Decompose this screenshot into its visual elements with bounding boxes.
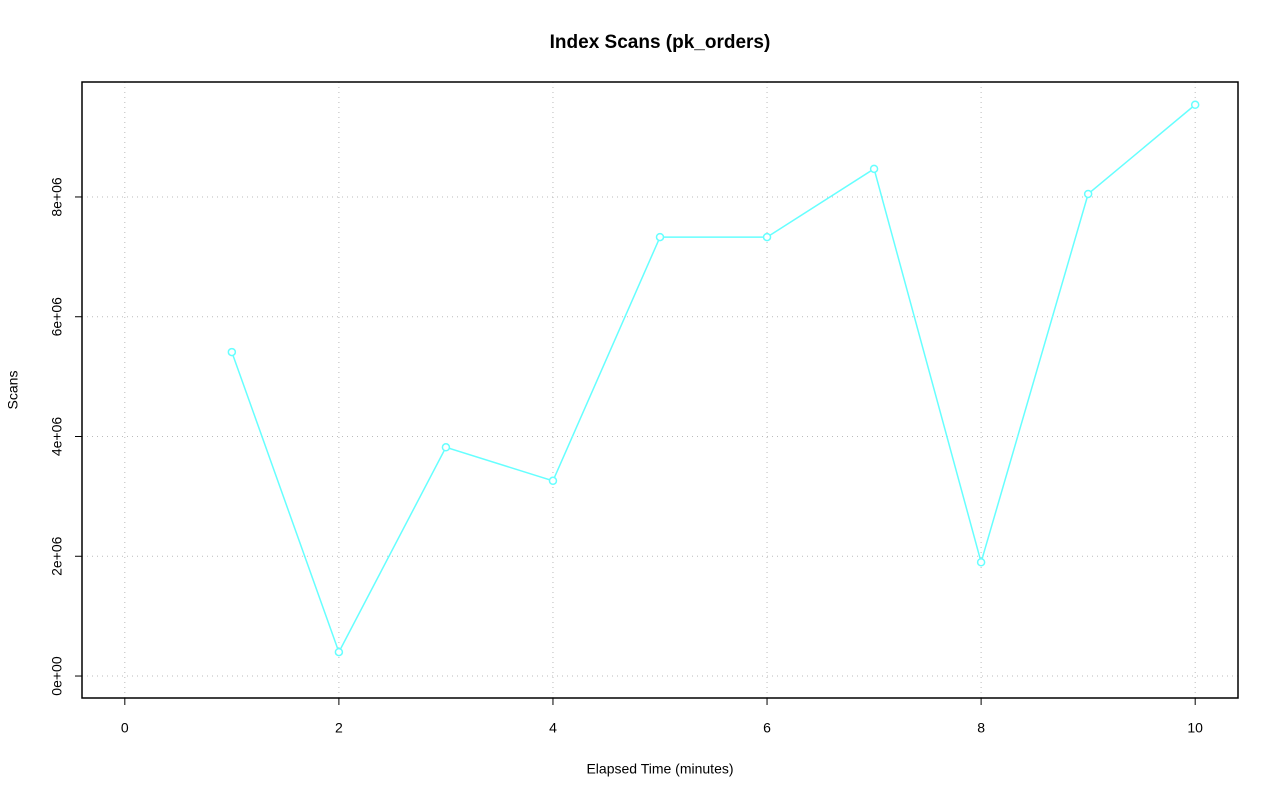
point — [1083, 189, 1093, 199]
point — [976, 557, 986, 567]
y-tick-label: 0e+00 — [49, 656, 65, 696]
point — [655, 232, 665, 242]
x-axis-label: Elapsed Time (minutes) — [586, 761, 733, 777]
x-tick-label: 2 — [335, 720, 343, 736]
point — [227, 347, 237, 357]
point — [1190, 100, 1200, 110]
y-tick-label: 6e+06 — [49, 297, 65, 337]
y-tick-label: 4e+06 — [49, 417, 65, 457]
x-tick-label: 0 — [121, 720, 129, 736]
x-tick-label: 6 — [763, 720, 771, 736]
y-tick-label: 8e+06 — [49, 177, 65, 217]
y-axis-label: Scans — [5, 371, 21, 410]
point — [869, 164, 879, 174]
plot-frame — [81, 81, 1239, 699]
y-tick-label: 2e+06 — [49, 536, 65, 576]
x-tick-label: 4 — [549, 720, 557, 736]
x-tick-label: 8 — [977, 720, 985, 736]
series-line — [231, 104, 1196, 654]
point — [441, 443, 451, 452]
point — [762, 232, 772, 242]
point — [548, 476, 558, 486]
chart-title: Index Scans (pk_orders) — [550, 32, 771, 53]
x-tick-label: 10 — [1187, 720, 1203, 736]
point — [334, 647, 344, 657]
